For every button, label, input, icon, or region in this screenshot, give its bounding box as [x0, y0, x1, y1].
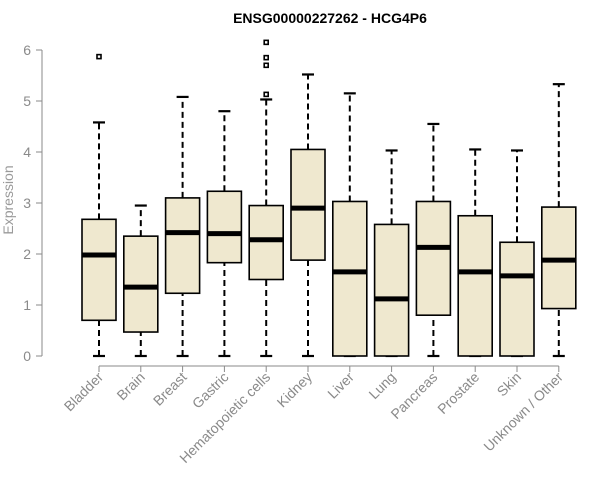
- iqr-box: [331, 200, 368, 357]
- box-skin: [499, 149, 535, 358]
- box-brain: [123, 204, 159, 358]
- outlier-point: [263, 39, 270, 46]
- x-tick-label: Liver: [324, 369, 357, 402]
- box-prostate: [457, 148, 494, 358]
- x-tick-label: Unknown / Other: [480, 369, 566, 455]
- iqr-box: [415, 200, 452, 317]
- iqr-box: [81, 218, 117, 322]
- x-tick-label: Brain: [113, 369, 147, 403]
- iqr-box: [248, 204, 284, 281]
- iqr-box: [373, 223, 410, 357]
- x-tick-label: Lung: [365, 369, 398, 402]
- y-tick-label: 4: [23, 144, 31, 160]
- x-tick-label: Prostate: [434, 369, 482, 417]
- outlier-point: [263, 91, 270, 98]
- y-tick-label: 3: [23, 195, 31, 211]
- y-tick-label: 1: [23, 297, 31, 313]
- x-tick-label: Bladder: [61, 369, 107, 415]
- box-kidney: [290, 73, 326, 358]
- iqr-box: [290, 148, 326, 261]
- chart-title: ENSG00000227262 - HCG4P6: [233, 10, 427, 26]
- outlier-point: [263, 62, 270, 69]
- box-lung: [373, 149, 410, 358]
- box-gastric: [206, 110, 243, 358]
- y-tick-label: 5: [23, 93, 31, 109]
- box-breast: [164, 95, 201, 358]
- outlier-point: [263, 54, 270, 61]
- axes: 0 1 2 3 4 5 6: [23, 42, 560, 372]
- x-tick-label: Breast: [150, 369, 190, 409]
- y-tick-label: 0: [23, 348, 31, 364]
- boxes-group: [81, 39, 577, 358]
- box-pancreas: [415, 122, 452, 358]
- y-axis-label: Expression: [0, 165, 16, 234]
- iqr-box: [499, 241, 535, 357]
- iqr-box: [457, 214, 494, 357]
- x-tick-label: Kidney: [274, 369, 316, 411]
- box-unknown-other: [540, 83, 577, 358]
- box-bladder: [81, 53, 117, 358]
- iqr-box: [206, 190, 243, 264]
- iqr-box: [164, 197, 201, 295]
- outlier-point: [96, 53, 102, 60]
- y-tick-label: 6: [23, 42, 31, 58]
- x-tick-label: Skin: [494, 369, 525, 400]
- box-hematopoietic-cells: [248, 39, 284, 358]
- iqr-box: [123, 235, 159, 333]
- y-tick-label: 2: [23, 246, 31, 262]
- box-liver: [331, 92, 368, 358]
